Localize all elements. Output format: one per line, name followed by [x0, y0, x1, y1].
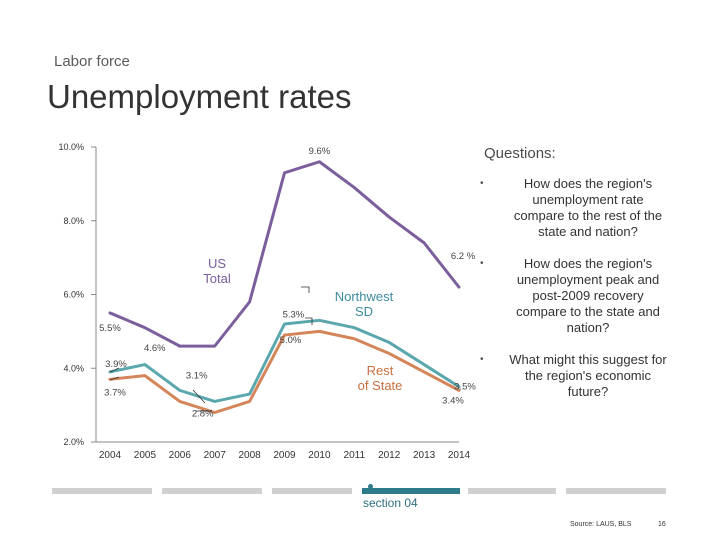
data-label: 3.7%	[104, 387, 126, 398]
leader-line	[109, 376, 120, 381]
bullet-icon: •	[480, 178, 484, 189]
data-label: 3.5%	[454, 382, 476, 393]
y-tick-label: 6.0%	[63, 290, 84, 300]
y-tick-label: 4.0%	[63, 363, 84, 373]
x-tick-label: 2004	[99, 450, 122, 461]
y-tick-label: 10.0%	[58, 142, 84, 152]
leader-line	[192, 389, 206, 404]
bullet-icon: •	[480, 354, 484, 365]
leader-line	[301, 286, 310, 293]
x-tick-label: 2008	[238, 450, 261, 461]
leader-line	[109, 367, 120, 373]
series-name-label: Rest	[367, 363, 394, 378]
source-note: Source: LAUS, BLS	[570, 521, 632, 528]
data-label: 2.8%	[192, 409, 214, 420]
x-tick-label: 2006	[169, 450, 192, 461]
data-label: 4.6%	[144, 343, 166, 354]
series-line	[108, 318, 461, 403]
progress-segment	[468, 488, 556, 494]
series-name-label: of State	[358, 378, 403, 393]
unemployment-line-chart: 2.0% 4.0% 6.0% 8.0% 10.0% 2004 2005 2006 2007 200…	[58, 142, 476, 461]
question-item: • How does the region's unemployment rate…	[480, 176, 670, 240]
x-tick-label: 2007	[204, 450, 227, 461]
progress-segment	[162, 488, 262, 494]
data-label: 9.6%	[309, 146, 331, 157]
series-name-label: Total	[203, 271, 231, 286]
series-name-label: Northwest	[335, 289, 394, 304]
series-line	[108, 329, 461, 414]
page-number: 16	[658, 521, 666, 528]
section-label: section 04	[363, 496, 418, 510]
slide-subtitle: Labor force	[54, 53, 130, 70]
x-tick-label: 2010	[308, 450, 331, 461]
x-tick-label: 2005	[134, 450, 157, 461]
progress-segment	[566, 488, 666, 494]
data-label: 5.3%	[283, 309, 305, 320]
series-name-label: US	[208, 256, 226, 271]
data-label: 3.9%	[105, 359, 127, 370]
progress-segment	[272, 488, 352, 494]
progress-segment	[52, 488, 152, 494]
question-text: How does the region's unemployment peak …	[516, 256, 660, 335]
section-progress-bar	[0, 484, 720, 494]
progress-marker-icon	[368, 484, 373, 489]
question-text: How does the region's unemployment rate …	[513, 176, 663, 239]
x-tick-label: 2009	[273, 450, 296, 461]
progress-segment-active	[362, 488, 460, 494]
y-tick-label: 2.0%	[63, 437, 84, 447]
x-tick-label: 2012	[378, 450, 401, 461]
series-name-label: SD	[355, 304, 373, 319]
data-label: 3.1%	[186, 370, 208, 381]
leader-line	[305, 317, 313, 325]
question-item: • What might this suggest for the region'…	[480, 352, 670, 400]
questions-list: • How does the region's unemployment rate…	[480, 176, 670, 416]
questions-heading: Questions:	[484, 145, 556, 162]
series-line	[108, 160, 461, 348]
data-label: 6.2 %	[451, 251, 476, 262]
slide-title: Unemployment rates	[47, 78, 352, 115]
x-tick-label: 2011	[344, 450, 366, 461]
x-tick-label: 2014	[448, 450, 471, 461]
data-label: 5.0%	[280, 335, 302, 346]
bullet-icon: •	[480, 258, 484, 269]
y-tick-label: 8.0%	[63, 216, 84, 226]
question-item: • How does the region's unemployment peak…	[480, 256, 670, 336]
x-tick-label: 2013	[413, 450, 436, 461]
data-label: 3.4%	[442, 395, 464, 406]
data-label: 5.5%	[99, 323, 121, 334]
question-text: What might this suggest for the region's…	[509, 352, 667, 399]
